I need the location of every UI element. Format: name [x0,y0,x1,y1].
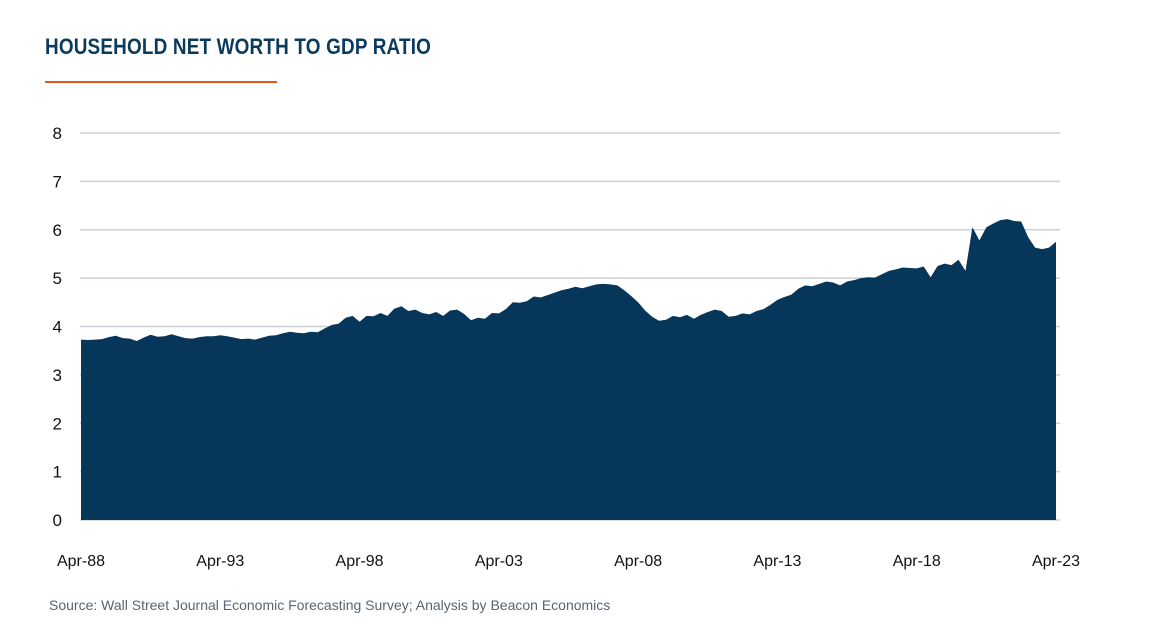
y-tick-label: 4 [53,318,62,337]
x-tick-label: Apr-88 [57,553,105,570]
x-tick-label: Apr-13 [753,553,801,570]
x-axis-ticks: Apr-88 Apr-93 Apr-98 Apr-03 Apr-08 Apr-13 Apr-… [57,553,1080,570]
x-tick-label: Apr-98 [336,553,384,570]
y-tick-label: 7 [53,172,62,191]
y-tick-label: 2 [53,414,62,433]
y-tick-label: 3 [53,366,62,385]
x-tick-label: Apr-08 [614,553,662,570]
x-tick-label: Apr-93 [196,553,244,570]
y-tick-label: 0 [53,511,62,530]
chart-title: HOUSEHOLD NET WORTH TO GDP RATIO [45,34,432,59]
y-tick-label: 1 [53,463,62,482]
y-tick-label: 8 [53,124,62,143]
source-note: Source: Wall Street Journal Economic For… [49,597,611,613]
x-tick-label: Apr-18 [893,553,941,570]
y-axis-ticks: 0 1 2 3 4 5 6 7 8 [53,124,62,530]
title-underline [45,81,277,83]
x-tick-label: Apr-03 [475,553,523,570]
y-tick-label: 6 [53,221,62,240]
x-tick-label: Apr-23 [1032,553,1080,570]
net-worth-area [81,219,1056,520]
y-tick-label: 5 [53,269,62,288]
